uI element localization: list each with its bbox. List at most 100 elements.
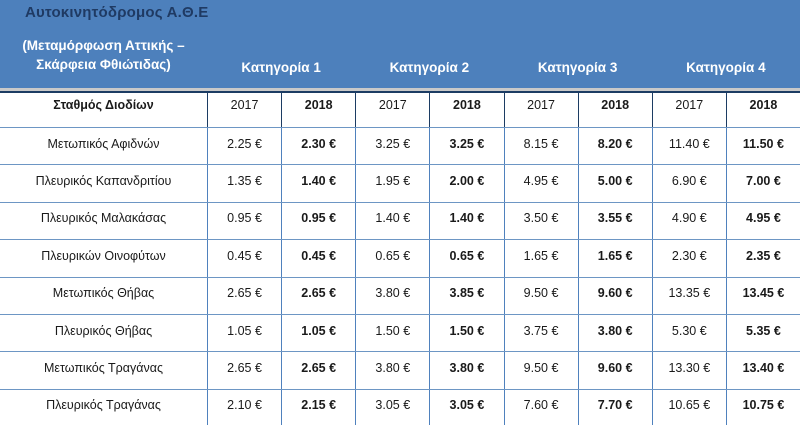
- price-2018: 3.85 €: [429, 277, 503, 314]
- motorway-subtitle: (Μεταμόρφωση Αττικής – Σκάρφεια Φθιώτιδα…: [0, 36, 207, 74]
- price-2018: 2.35 €: [725, 240, 800, 277]
- price-2017: 1.95 €: [355, 165, 429, 202]
- price-2017: 2.65 €: [207, 277, 281, 314]
- price-2018: 13.40 €: [725, 352, 800, 389]
- price-2017: 2.10 €: [207, 389, 281, 425]
- price-2017: 5.30 €: [651, 314, 726, 352]
- price-2018: 1.05 €: [281, 314, 355, 352]
- price-2018: 9.60 €: [577, 352, 652, 389]
- price-2017: 2.65 €: [207, 352, 281, 389]
- price-2017: 9.50 €: [503, 352, 578, 389]
- price-2018: 3.55 €: [577, 202, 652, 240]
- price-2018: 2.65 €: [281, 352, 355, 389]
- table-row: Πλευρικός Καπανδριτίου 1.35 €1.40 €1.95 €…: [0, 164, 800, 202]
- price-2018: 2.65 €: [281, 277, 355, 314]
- price-2017: 3.50 €: [503, 202, 578, 240]
- table-row: Μετωπικός Τραγάνας 2.65 €2.65 €3.80 €3.80…: [0, 351, 800, 389]
- price-2017: 4.95 €: [503, 165, 578, 202]
- price-2018: 0.65 €: [429, 240, 503, 277]
- price-2018: 1.40 €: [429, 202, 503, 240]
- category-3-header: Κατηγορία 3: [537, 60, 618, 75]
- price-2017: 11.40 €: [651, 128, 726, 165]
- price-2018: 9.60 €: [577, 277, 652, 314]
- price-2017: 1.65 €: [503, 240, 578, 277]
- year-column-header: 2017: [503, 93, 578, 127]
- price-2017: 1.05 €: [207, 314, 281, 352]
- table-row: Πλευρικός Τραγάνας 2.10 €2.15 €3.05 €3.05…: [0, 388, 800, 425]
- table-row: Πλευρικός Θήβας 1.05 €1.05 €1.50 €1.50 €3…: [0, 313, 800, 352]
- price-2017: 4.90 €: [651, 202, 726, 240]
- subtitle-line-2: Σκάρφεια Φθιώτιδας): [36, 57, 171, 72]
- price-2017: 3.75 €: [503, 314, 578, 352]
- price-2017: 8.15 €: [503, 128, 578, 165]
- price-2018: 2.15 €: [281, 389, 355, 425]
- station-name: Πλευρικός Θήβας: [54, 323, 153, 338]
- price-2018: 13.45 €: [725, 277, 800, 314]
- price-2017: 13.35 €: [651, 277, 726, 314]
- table-row: Πλευρικός Μαλακάσας 0.95 €0.95 €1.40 €1.4…: [0, 201, 800, 240]
- station-column-header: Σταθμός Διοδίων: [53, 98, 154, 112]
- price-2018: 10.75 €: [725, 389, 800, 425]
- price-2018: 3.25 €: [429, 128, 503, 165]
- price-2018: 1.50 €: [429, 314, 503, 352]
- category-2-header: Κατηγορία 2: [389, 60, 470, 75]
- price-2018: 3.05 €: [429, 389, 503, 425]
- price-2018: 1.40 €: [281, 165, 355, 202]
- year-column-header: 2017: [355, 93, 429, 127]
- station-name: Πλευρικός Τραγάνας: [46, 398, 161, 413]
- price-2018: 7.70 €: [577, 389, 652, 425]
- price-2018: 8.20 €: [577, 128, 652, 165]
- year-column-header: 2018: [429, 93, 503, 127]
- station-name: Πλευρικός Μαλακάσας: [40, 211, 167, 226]
- year-column-header: 2018: [725, 93, 800, 127]
- year-column-header: 2017: [651, 93, 726, 127]
- price-2017: 1.40 €: [355, 202, 429, 240]
- category-4-header: Κατηγορία 4: [686, 60, 766, 75]
- price-2017: 3.05 €: [355, 389, 429, 425]
- price-2018: 1.65 €: [577, 240, 652, 277]
- price-2017: 0.95 €: [207, 202, 281, 240]
- header-band: Αυτοκινητόδρομος Α.Θ.Ε (Μεταμόρφωση Αττι…: [0, 0, 800, 88]
- table-row: Μετωπικός Αφιδνών 2.25 €2.30 €3.25 €3.25 …: [0, 128, 800, 165]
- price-2017: 7.60 €: [503, 389, 578, 425]
- price-2017: 9.50 €: [503, 277, 578, 314]
- subtitle-line-1: (Μεταμόρφωση Αττικής –: [22, 38, 185, 53]
- toll-table-body: Μετωπικός Αφιδνών 2.25 €2.30 €3.25 €3.25 …: [0, 128, 800, 425]
- price-2018: 4.95 €: [725, 202, 800, 240]
- price-2017: 10.65 €: [651, 389, 726, 425]
- price-2018: 11.50 €: [725, 128, 800, 165]
- station-name: Μετωπικός Θήβας: [52, 286, 155, 301]
- page-title: Αυτοκινητόδρομος Α.Θ.Ε: [25, 4, 209, 21]
- price-2017: 3.25 €: [355, 128, 429, 165]
- table-top-border: [0, 91, 800, 93]
- station-name: Μετωπικός Τραγάνας: [43, 360, 163, 375]
- price-2018: 3.80 €: [577, 314, 652, 352]
- price-2017: 2.25 €: [207, 128, 281, 165]
- station-name: Μετωπικός Αφιδνών: [47, 136, 160, 151]
- year-column-header: 2017: [207, 93, 281, 127]
- category-spacer: [0, 60, 207, 75]
- price-2017: 1.50 €: [355, 314, 429, 352]
- price-2017: 0.45 €: [207, 240, 281, 277]
- price-2018: 3.80 €: [429, 352, 503, 389]
- year-column-header: 2018: [577, 93, 652, 127]
- year-header-row: Σταθμός Διοδίων 2017 2018 2017 2018 2017 2018…: [0, 93, 800, 128]
- band-bottom-strip: [0, 88, 800, 91]
- table-row: Μετωπικός Θήβας 2.65 €2.65 €3.80 €3.85 €9…: [0, 276, 800, 314]
- price-2017: 2.30 €: [651, 240, 726, 277]
- price-2017: 1.35 €: [207, 165, 281, 202]
- category-header-row: Κατηγορία 1 Κατηγορία 2 Κατηγορία 3 Κατη…: [0, 60, 800, 75]
- category-1-header: Κατηγορία 1: [241, 60, 321, 75]
- price-2017: 0.65 €: [355, 240, 429, 277]
- price-2018: 0.95 €: [281, 202, 355, 240]
- price-2017: 13.30 €: [651, 352, 726, 389]
- price-2018: 5.00 €: [577, 165, 652, 202]
- price-2018: 5.35 €: [725, 314, 800, 352]
- price-2018: 2.30 €: [281, 128, 355, 165]
- price-2018: 2.00 €: [429, 165, 503, 202]
- station-name: Πλευρικών Οινοφύτων: [41, 248, 166, 263]
- year-column-header: 2018: [281, 93, 355, 127]
- price-2018: 0.45 €: [281, 240, 355, 277]
- price-2017: 3.80 €: [355, 352, 429, 389]
